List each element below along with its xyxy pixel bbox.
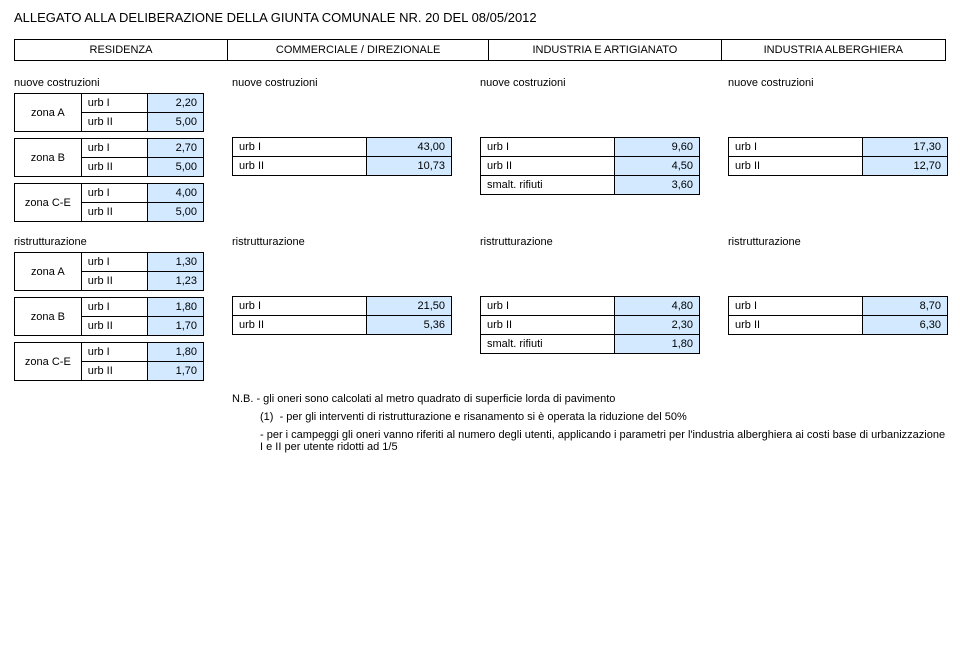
section-label: nuove costruzioni: [728, 77, 958, 89]
zona-a-table: zona A urb I 1,30 urb II 1,23: [14, 252, 204, 291]
note-1: (1) - per gli interventi di ristrutturaz…: [232, 411, 946, 423]
alberghiera-table: urb I 17,30 urb II 12,70: [728, 137, 948, 176]
notes: N.B. - gli oneri sono calcolati al metro…: [232, 393, 946, 453]
cell-label: urb I: [81, 253, 148, 272]
cell-value: 3,60: [614, 176, 699, 195]
cell-label: urb I: [81, 94, 148, 113]
zona-a-label: zona A: [15, 253, 82, 291]
cell-label: urb I: [81, 139, 148, 158]
cell-label: urb II: [81, 203, 148, 222]
cell-label: urb I: [81, 343, 148, 362]
cell-value: 9,60: [614, 138, 699, 157]
doc-title: ALLEGATO ALLA DELIBERAZIONE DELLA GIUNTA…: [14, 10, 946, 25]
zona-ce-label: zona C-E: [15, 343, 82, 381]
cell-label: urb II: [729, 316, 863, 335]
cell-label: urb II: [481, 316, 615, 335]
cell-label: urb I: [481, 297, 615, 316]
col-head-alberghiera: INDUSTRIA ALBERGHIERA: [721, 40, 945, 61]
cell-label: urb II: [233, 157, 367, 176]
cell-label: urb I: [729, 297, 863, 316]
section-label: nuove costruzioni: [14, 77, 214, 89]
cell-value: 2,30: [614, 316, 699, 335]
note-nb: N.B. - gli oneri sono calcolati al metro…: [232, 393, 946, 405]
cell-label: urb II: [81, 317, 148, 336]
cell-label: urb II: [81, 272, 148, 291]
cell-value: 1,80: [148, 343, 204, 362]
zona-b-table: zona B urb I 2,70 urb II 5,00: [14, 138, 204, 177]
zona-ce-table: zona C-E urb I 4,00 urb II 5,00: [14, 183, 204, 222]
zona-b-label: zona B: [15, 139, 82, 177]
zona-a-table: zona A urb I 2,20 urb II 5,00: [14, 93, 204, 132]
section-label: nuove costruzioni: [232, 77, 462, 89]
cell-label: urb I: [81, 184, 148, 203]
alberghiera-ristrut: ristrutturazione urb I 8,70 urb II 6,30: [728, 236, 958, 381]
cell-label: urb II: [81, 362, 148, 381]
page: ALLEGATO ALLA DELIBERAZIONE DELLA GIUNTA…: [0, 0, 960, 489]
zona-b-table: zona B urb I 1,80 urb II 1,70: [14, 297, 204, 336]
section-label: ristrutturazione: [728, 236, 958, 248]
col-head-commerciale: COMMERCIALE / DIREZIONALE: [228, 40, 489, 61]
cell-value: 17,30: [862, 138, 947, 157]
cell-value: 6,30: [862, 316, 947, 335]
cell-label: urb I: [729, 138, 863, 157]
section-label: nuove costruzioni: [480, 77, 710, 89]
cell-value: 12,70: [862, 157, 947, 176]
cell-value: 1,70: [148, 317, 204, 336]
alberghiera-nuove: nuove costruzioni urb I 17,30 urb II 12,…: [728, 77, 958, 222]
zona-a-label: zona A: [15, 94, 82, 132]
note-2: - per i campeggi gli oneri vanno riferit…: [232, 429, 946, 453]
zona-ce-table: zona C-E urb I 1,80 urb II 1,70: [14, 342, 204, 381]
residenza-ristrut: ristrutturazione zona A urb I 1,30 urb I…: [14, 236, 214, 381]
cell-label: urb I: [481, 138, 615, 157]
cell-value: 5,00: [148, 203, 204, 222]
artigianato-table: urb I 9,60 urb II 4,50 smalt. rifiuti 3,…: [480, 137, 700, 195]
cell-value: 43,00: [366, 138, 451, 157]
cell-value: 2,20: [148, 94, 204, 113]
commerciale-nuove: nuove costruzioni urb I 43,00 urb II 10,…: [232, 77, 462, 222]
cell-label: urb II: [481, 157, 615, 176]
artigianato-nuove: nuove costruzioni urb I 9,60 urb II 4,50…: [480, 77, 710, 222]
cell-label: urb II: [81, 113, 148, 132]
cell-label: smalt. rifiuti: [481, 176, 615, 195]
cell-value: 1,23: [148, 272, 204, 291]
cell-value: 21,50: [366, 297, 451, 316]
cell-value: 4,50: [614, 157, 699, 176]
col-head-residenza: RESIDENZA: [15, 40, 228, 61]
cell-value: 10,73: [366, 157, 451, 176]
commerciale-ristrut: ristrutturazione urb I 21,50 urb II 5,36: [232, 236, 462, 381]
section-nuove-costruzioni: nuove costruzioni zona A urb I 2,20 urb …: [14, 77, 946, 222]
cell-value: 5,00: [148, 113, 204, 132]
cell-value: 1,80: [148, 298, 204, 317]
section-label: ristrutturazione: [480, 236, 710, 248]
zona-b-label: zona B: [15, 298, 82, 336]
cell-value: 1,70: [148, 362, 204, 381]
cell-value: 2,70: [148, 139, 204, 158]
column-headers-table: RESIDENZA COMMERCIALE / DIREZIONALE INDU…: [14, 39, 946, 61]
artigianato-ristrut: ristrutturazione urb I 4,80 urb II 2,30 …: [480, 236, 710, 381]
cell-value: 5,36: [366, 316, 451, 335]
section-ristrutturazione: ristrutturazione zona A urb I 1,30 urb I…: [14, 236, 946, 381]
cell-label: urb I: [233, 138, 367, 157]
cell-label: urb II: [233, 316, 367, 335]
commerciale-table: urb I 43,00 urb II 10,73: [232, 137, 452, 176]
cell-value: 4,80: [614, 297, 699, 316]
cell-label: urb I: [81, 298, 148, 317]
cell-label: urb I: [233, 297, 367, 316]
commerciale-table: urb I 21,50 urb II 5,36: [232, 296, 452, 335]
cell-label: smalt. rifiuti: [481, 335, 615, 354]
cell-value: 5,00: [148, 158, 204, 177]
cell-label: urb II: [81, 158, 148, 177]
cell-value: 4,00: [148, 184, 204, 203]
artigianato-table: urb I 4,80 urb II 2,30 smalt. rifiuti 1,…: [480, 296, 700, 354]
cell-value: 8,70: [862, 297, 947, 316]
section-label: ristrutturazione: [232, 236, 462, 248]
residenza-nuove: nuove costruzioni zona A urb I 2,20 urb …: [14, 77, 214, 222]
cell-value: 1,80: [614, 335, 699, 354]
alberghiera-table: urb I 8,70 urb II 6,30: [728, 296, 948, 335]
section-label: ristrutturazione: [14, 236, 214, 248]
col-head-artigianato: INDUSTRIA E ARTIGIANATO: [489, 40, 721, 61]
cell-value: 1,30: [148, 253, 204, 272]
cell-label: urb II: [729, 157, 863, 176]
zona-ce-label: zona C-E: [15, 184, 82, 222]
